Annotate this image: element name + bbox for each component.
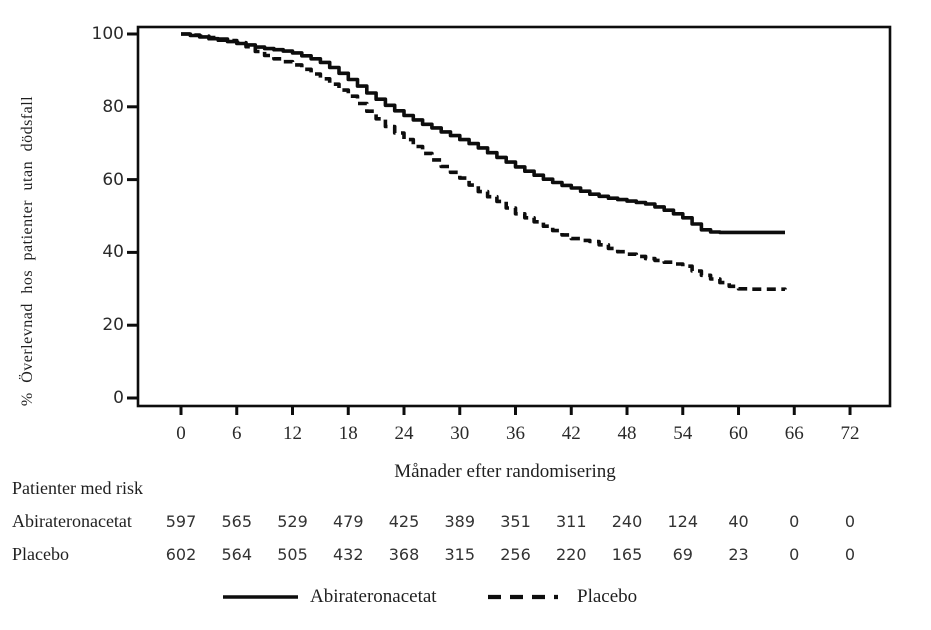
y-axis-label: % Överlevnad hos patienter utan dödsfall: [19, 95, 36, 407]
x-tick-label: 12: [283, 423, 302, 444]
risk-value: 23: [728, 545, 749, 564]
x-tick-label: 6: [232, 423, 242, 444]
risk-value: 0: [789, 545, 800, 564]
risk-value: 69: [672, 545, 693, 564]
y-tick-label: 0: [113, 388, 124, 408]
x-tick-label: 48: [617, 423, 637, 444]
x-tick-label: 66: [784, 423, 804, 444]
x-tick-label: 30: [450, 423, 470, 444]
risk-value: 565: [221, 512, 253, 531]
risk-value: 425: [388, 512, 420, 531]
y-tick-label: 20: [102, 315, 124, 336]
risk-value: 220: [555, 545, 587, 564]
risk-value: 602: [165, 545, 197, 564]
risk-value: 311: [555, 512, 587, 531]
x-tick-label: 72: [840, 423, 860, 444]
risk-value: 124: [667, 512, 699, 531]
x-tick-label: 60: [729, 423, 749, 444]
risk-table-title: Patienter med risk: [12, 478, 143, 498]
risk-value: 0: [844, 545, 856, 564]
risk-value: 432: [332, 545, 364, 564]
x-tick-label: 24: [394, 423, 414, 444]
survival-curve-placebo: [181, 32, 787, 291]
survival-curve-abirateronacetat: [181, 32, 785, 235]
x-tick-label: 0: [176, 423, 186, 444]
risk-value: 479: [332, 512, 364, 531]
risk-value: 315: [444, 545, 476, 564]
plot-frame: [136, 25, 892, 408]
risk-value: 0: [844, 512, 856, 531]
risk-value: 505: [277, 545, 308, 564]
x-tick-label: 54: [673, 423, 693, 444]
risk-value: 368: [388, 545, 420, 564]
risk-row-label-placebo: Placebo: [12, 544, 69, 564]
risk-row-label-abirateronacetat: Abirateronacetat: [12, 511, 132, 531]
risk-value: 40: [728, 512, 749, 531]
risk-value: 529: [277, 512, 308, 531]
y-tick-label: 40: [102, 242, 124, 263]
x-tick-label: 18: [338, 423, 358, 444]
risk-value: 597: [165, 512, 197, 531]
risk-value: 389: [444, 512, 476, 531]
risk-value: 240: [611, 512, 643, 531]
legend-label-placebo: Placebo: [577, 586, 638, 607]
risk-value: 0: [789, 512, 800, 531]
risk-value: 351: [500, 512, 531, 531]
x-axis-label: Månader efter randomisering: [394, 461, 616, 482]
x-tick-label: 36: [506, 423, 525, 444]
legend-label-abirateronacetat: Abirateronacetat: [310, 586, 437, 607]
risk-value: 564: [221, 545, 253, 564]
y-tick-label: 60: [102, 169, 124, 190]
y-tick-label: 100: [91, 24, 124, 44]
x-tick-label: 42: [561, 423, 581, 444]
y-tick-label: 80: [102, 96, 124, 117]
risk-value: 256: [500, 545, 531, 564]
risk-value: 165: [611, 545, 643, 564]
